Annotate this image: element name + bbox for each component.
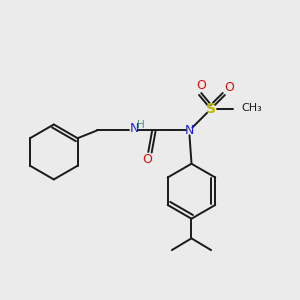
Text: O: O	[142, 153, 152, 166]
Text: N: N	[185, 124, 194, 137]
Text: O: O	[224, 81, 234, 94]
Text: S: S	[206, 102, 216, 116]
Text: H: H	[136, 121, 144, 130]
Text: CH₃: CH₃	[242, 103, 262, 113]
Text: N: N	[130, 122, 139, 135]
Text: O: O	[196, 79, 206, 92]
